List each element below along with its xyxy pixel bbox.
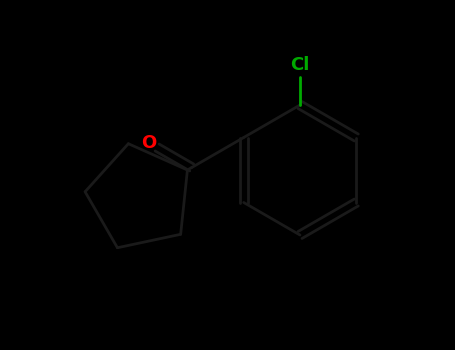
- Text: O: O: [142, 133, 157, 152]
- Text: Cl: Cl: [290, 56, 310, 74]
